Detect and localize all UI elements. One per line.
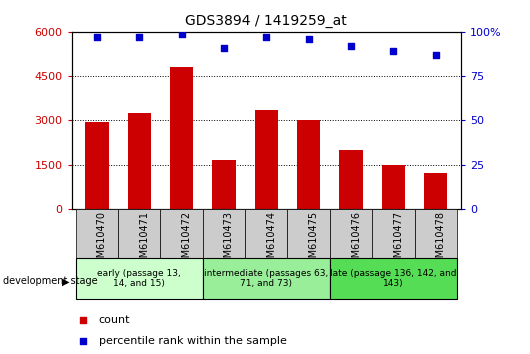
Bar <box>372 209 414 258</box>
Point <box>347 43 355 49</box>
Text: GSM610472: GSM610472 <box>182 211 192 270</box>
Bar <box>414 209 457 258</box>
Bar <box>297 120 320 209</box>
Bar <box>213 160 236 209</box>
Bar <box>330 209 372 258</box>
Text: ▶: ▶ <box>62 276 69 286</box>
Text: percentile rank within the sample: percentile rank within the sample <box>99 336 287 346</box>
Text: development stage: development stage <box>3 276 98 286</box>
Point <box>262 34 271 40</box>
Title: GDS3894 / 1419259_at: GDS3894 / 1419259_at <box>186 14 347 28</box>
Bar <box>203 258 330 299</box>
Point <box>178 31 186 36</box>
Text: GSM610474: GSM610474 <box>267 211 276 270</box>
Text: intermediate (passages 63,
71, and 73): intermediate (passages 63, 71, and 73) <box>204 269 329 289</box>
Bar <box>203 209 245 258</box>
Bar <box>245 209 287 258</box>
Bar <box>287 209 330 258</box>
Point <box>368 48 377 54</box>
Text: GSM610478: GSM610478 <box>436 211 446 270</box>
Bar <box>85 122 109 209</box>
Text: early (passage 13,
14, and 15): early (passage 13, 14, and 15) <box>98 269 181 289</box>
Point <box>220 45 228 51</box>
Point <box>368 241 377 247</box>
Point <box>389 48 398 54</box>
Text: late (passage 136, 142, and
143): late (passage 136, 142, and 143) <box>330 269 457 289</box>
Bar <box>128 113 151 209</box>
Bar <box>330 258 457 299</box>
Bar <box>76 258 203 299</box>
Bar <box>170 67 193 209</box>
Bar <box>161 209 203 258</box>
Bar <box>382 165 405 209</box>
Text: GSM610477: GSM610477 <box>393 211 403 270</box>
Text: GSM610476: GSM610476 <box>351 211 361 270</box>
Point <box>135 34 144 40</box>
Bar <box>76 209 118 258</box>
Point <box>431 52 440 58</box>
Text: count: count <box>99 315 130 325</box>
Point <box>304 36 313 42</box>
Text: GSM610475: GSM610475 <box>308 211 319 270</box>
Bar <box>339 150 363 209</box>
Text: GSM610473: GSM610473 <box>224 211 234 270</box>
Bar <box>255 110 278 209</box>
Text: GSM610471: GSM610471 <box>139 211 149 270</box>
Bar <box>118 209 161 258</box>
Text: GSM610470: GSM610470 <box>97 211 107 270</box>
Bar <box>424 173 447 209</box>
Point <box>93 34 101 40</box>
